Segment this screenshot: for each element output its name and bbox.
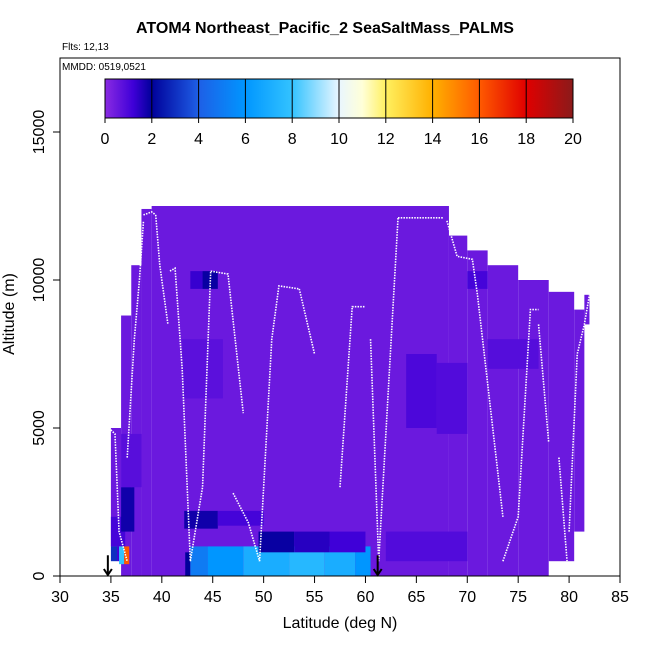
flight-profile-line	[154, 214, 169, 325]
colorbar-tick-label: 0	[101, 131, 110, 148]
colorbar-tick-label: 12	[377, 131, 395, 148]
flight-profile-line	[169, 266, 192, 562]
colorbar-tick-label: 4	[194, 131, 203, 148]
heatmap-cell	[355, 546, 371, 576]
colorbar-tick-label: 8	[288, 131, 297, 148]
heatmap-column	[131, 265, 142, 576]
x-tick-label: 75	[509, 589, 527, 606]
x-tick-label: 35	[102, 589, 120, 606]
y-tick-label: 0	[31, 571, 48, 580]
marker-arrow-head	[372, 568, 383, 577]
y-tick-label: 5000	[31, 410, 48, 446]
x-tick-label: 60	[357, 589, 375, 606]
heatmap-column	[584, 294, 590, 325]
colorbar: 0 2 4 6 8 10 12 14 16 18 20	[101, 78, 582, 148]
flight-profile-line	[189, 271, 212, 562]
x-tick-label: 85	[611, 589, 629, 606]
flight-profile-line	[339, 305, 366, 488]
heatmap-cell	[190, 546, 208, 576]
heatmap-cell	[121, 433, 142, 488]
heatmap-cell	[119, 546, 125, 565]
heatmap-cell	[184, 510, 218, 529]
plot-frame	[59, 57, 621, 577]
heatmap-cell	[110, 546, 118, 562]
heatmap-cell	[185, 552, 191, 576]
colorbar-tick-label: 16	[471, 131, 489, 148]
x-tick-label: 55	[306, 589, 324, 606]
marker-arrow-head	[103, 568, 113, 577]
x-tick-label: 40	[153, 589, 171, 606]
heatmap-column	[467, 250, 488, 576]
heatmap-cell	[436, 362, 468, 434]
flight-profile-line	[369, 217, 399, 562]
heatmap-cell	[202, 271, 218, 289]
chart-title: ATOM4 Northeast_Pacific_2 SeaSaltMass_PA…	[136, 20, 514, 37]
heatmap-cell	[406, 354, 437, 428]
x-tick-label: 65	[407, 589, 425, 606]
heatmap-cell	[124, 546, 130, 565]
heatmap-cell	[487, 339, 539, 369]
flight-profile-line	[258, 285, 300, 562]
x-tick-label: 70	[458, 589, 476, 606]
x-tick-label: 45	[204, 589, 222, 606]
y-axis-title: Altitude (m)	[1, 273, 18, 355]
colorbar-tick-label: 18	[517, 131, 535, 148]
flight-profile-line	[558, 457, 568, 562]
colorbar-tick-label: 2	[147, 131, 156, 148]
heatmap-column	[110, 428, 122, 547]
marker-arrows	[103, 555, 383, 577]
flight-profile-line	[446, 220, 504, 517]
flight-profile-line	[108, 427, 128, 562]
flight-profile-line	[210, 270, 245, 414]
flight-profile-line	[232, 492, 261, 562]
heatmap-cell	[182, 339, 223, 399]
x-tick-label: 80	[560, 589, 578, 606]
heatmap-cell	[329, 531, 366, 553]
x-tick-label: 50	[255, 589, 273, 606]
heatmap-column	[574, 309, 585, 532]
colorbar-tick-label: 6	[241, 131, 250, 148]
heatmap-column	[548, 291, 575, 562]
heatmap-cell	[294, 531, 330, 553]
x-axis-title: Latitude (deg N)	[282, 615, 398, 632]
flight-profile-line	[537, 324, 550, 443]
y-tick-label: 15000	[31, 110, 48, 155]
heatmap-cell	[467, 271, 488, 289]
heatmap-cell	[121, 487, 135, 532]
dates-label: MMDD: 0519,0521	[62, 62, 146, 73]
flight-profile-line	[143, 211, 157, 216]
colorbar-tick-label: 10	[330, 131, 348, 148]
colorbar-tick-label: 20	[564, 131, 582, 148]
heatmap-cell	[217, 510, 264, 526]
heatmap-cell	[385, 531, 468, 562]
colorbar-tick-label: 14	[424, 131, 442, 148]
y-tick-label: 10000	[31, 258, 48, 303]
flight-profile-line	[568, 294, 591, 532]
x-tick-label: 30	[51, 589, 69, 606]
flight-profile-line	[298, 288, 316, 355]
heatmap-cell	[190, 271, 203, 289]
flights-label: Flts: 12,13	[62, 42, 109, 53]
heatmap-cell	[207, 546, 244, 576]
heatmap-column	[487, 265, 519, 576]
heatmap-column	[141, 208, 152, 576]
flight-profiles	[108, 211, 591, 562]
heatmap-cell	[258, 531, 295, 553]
